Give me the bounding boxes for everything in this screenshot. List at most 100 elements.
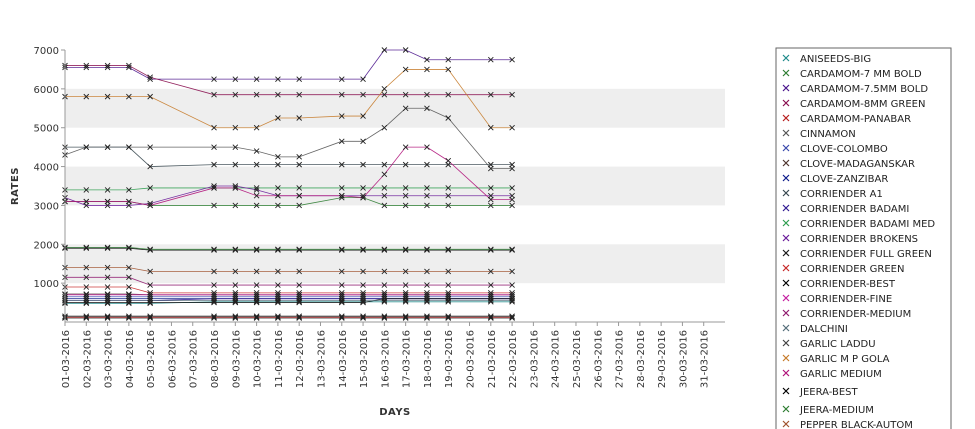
x-tick-label: 31-03-2016 bbox=[700, 330, 711, 388]
data-point bbox=[402, 290, 409, 296]
data-point bbox=[402, 91, 409, 98]
legend-label: CORRIENDER A1 bbox=[800, 189, 883, 200]
data-point bbox=[211, 297, 217, 304]
x-tick-label: 20-03-2016 bbox=[466, 330, 477, 388]
data-point bbox=[232, 183, 239, 189]
x-tick-label: 19-03-2016 bbox=[444, 330, 455, 388]
data-point bbox=[424, 282, 430, 288]
legend-marker bbox=[782, 54, 790, 62]
y-tick-label: 2000 bbox=[34, 240, 59, 251]
data-point bbox=[402, 161, 409, 168]
data-point bbox=[126, 291, 132, 297]
data-point bbox=[232, 314, 239, 321]
data-point bbox=[487, 196, 494, 203]
data-point bbox=[147, 76, 153, 82]
data-point bbox=[381, 185, 388, 191]
data-point bbox=[424, 313, 430, 319]
data-point bbox=[445, 91, 452, 98]
data-point bbox=[126, 62, 132, 69]
data-point bbox=[487, 161, 494, 168]
series-line bbox=[65, 247, 513, 251]
data-point bbox=[275, 192, 281, 199]
data-point bbox=[275, 290, 281, 296]
plot-background bbox=[65, 50, 725, 322]
data-point bbox=[445, 157, 452, 164]
data-point bbox=[296, 247, 303, 253]
data-point bbox=[381, 297, 388, 304]
data-point bbox=[338, 268, 345, 275]
x-tick-label: 06-03-2016 bbox=[167, 330, 178, 388]
x-tick-label: 21-03-2016 bbox=[487, 330, 498, 388]
data-point bbox=[338, 291, 345, 298]
data-point bbox=[360, 76, 366, 82]
data-point bbox=[126, 198, 132, 205]
data-point bbox=[381, 268, 388, 275]
data-point bbox=[147, 299, 153, 306]
data-point bbox=[126, 314, 132, 321]
legend-marker bbox=[782, 99, 790, 107]
series-markers bbox=[62, 47, 515, 321]
data-point bbox=[211, 290, 217, 296]
data-point bbox=[509, 268, 515, 275]
data-point bbox=[487, 313, 494, 319]
data-point bbox=[126, 264, 132, 271]
data-point bbox=[232, 290, 239, 296]
data-point bbox=[253, 313, 260, 319]
data-point bbox=[509, 314, 515, 321]
x-tick-label: 29-03-2016 bbox=[657, 330, 668, 388]
data-point bbox=[126, 297, 132, 304]
data-point bbox=[104, 284, 111, 290]
data-point bbox=[338, 138, 345, 145]
legend-marker bbox=[782, 204, 790, 212]
data-point bbox=[338, 247, 345, 253]
series-line bbox=[65, 49, 513, 80]
data-point bbox=[445, 56, 452, 63]
data-point bbox=[275, 291, 281, 298]
data-point bbox=[232, 185, 239, 191]
data-point bbox=[253, 315, 260, 321]
data-point bbox=[381, 282, 388, 288]
data-point bbox=[211, 144, 217, 150]
data-point bbox=[83, 315, 90, 321]
data-point bbox=[232, 91, 239, 98]
legend-label: GARLIC M P GOLA bbox=[800, 354, 890, 365]
y-tick-label: 4000 bbox=[34, 163, 59, 174]
legend-label: CORRIENDER-MEDIUM bbox=[800, 309, 911, 320]
series-line bbox=[65, 65, 513, 96]
legend-label: CORRIENDER BADAMI bbox=[800, 204, 909, 215]
data-point bbox=[83, 291, 90, 298]
data-point bbox=[83, 291, 90, 297]
data-point bbox=[338, 315, 345, 321]
legend-label: CLOVE-MADAGANSKAR bbox=[800, 159, 915, 170]
data-point bbox=[445, 202, 452, 209]
data-point bbox=[424, 185, 430, 191]
legend-marker bbox=[782, 114, 790, 122]
legend-label: CORRIENDER BROKENS bbox=[800, 234, 918, 245]
data-point bbox=[487, 202, 494, 209]
data-point bbox=[360, 192, 366, 199]
series-line bbox=[65, 246, 513, 250]
data-point bbox=[253, 192, 260, 199]
data-point bbox=[338, 314, 345, 321]
y-tick-label: 6000 bbox=[34, 85, 59, 96]
data-point bbox=[424, 315, 430, 321]
data-point bbox=[104, 64, 111, 71]
data-point bbox=[147, 74, 153, 81]
data-point bbox=[402, 246, 409, 253]
data-point bbox=[360, 246, 366, 253]
data-point bbox=[275, 202, 281, 209]
data-point bbox=[147, 268, 153, 275]
data-point bbox=[424, 161, 430, 168]
x-tick-label: 25-03-2016 bbox=[572, 330, 583, 388]
legend-label: CORRIENDER GREEN bbox=[800, 264, 904, 275]
data-point bbox=[402, 315, 409, 321]
data-point bbox=[83, 144, 90, 150]
legend-label: CINNAMON bbox=[800, 129, 856, 140]
data-point bbox=[83, 245, 90, 251]
data-point bbox=[83, 297, 90, 304]
data-point bbox=[275, 268, 281, 275]
legend-label: PEPPER BLACK-AUTOM bbox=[800, 420, 913, 429]
x-tick-label: 03-03-2016 bbox=[104, 330, 115, 388]
data-point bbox=[424, 66, 430, 73]
x-tick-label: 07-03-2016 bbox=[189, 330, 200, 388]
